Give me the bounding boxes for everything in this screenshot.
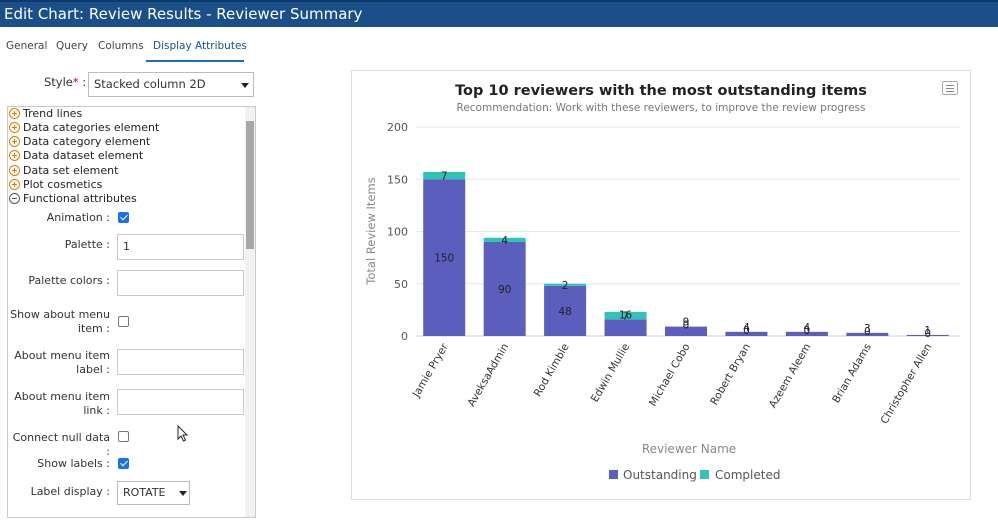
window-title: Edit Chart: Review Results - Reviewer Su… [0, 0, 998, 27]
hamburger-menu-icon[interactable] [942, 81, 958, 95]
label-display-select[interactable]: ROTATE [117, 481, 190, 505]
mouse-pointer-icon [177, 425, 189, 442]
tab-general[interactable]: General [6, 40, 48, 52]
panel-scrollbar[interactable] [245, 107, 255, 517]
animation-label: Animation : [46, 211, 110, 224]
tree-item-functional-attributes[interactable]: Functional attributes [9, 192, 137, 206]
label-display-value: ROTATE [123, 486, 166, 499]
style-select[interactable]: Stacked column 2D [88, 72, 254, 97]
chart-container [351, 70, 971, 500]
plus-circle-icon[interactable] [9, 122, 20, 133]
minus-circle-icon[interactable] [9, 193, 20, 204]
chevron-down-icon [179, 491, 187, 496]
chart-subtitle: Recommendation: Work with these reviewer… [456, 102, 866, 114]
plus-circle-icon[interactable] [9, 108, 20, 119]
show-about-menu-item-checkbox[interactable] [118, 316, 129, 327]
chart-title: Top 10 reviewers with the most outstandi… [455, 83, 867, 99]
tab-display-attributes[interactable]: Display Attributes [153, 40, 247, 52]
plus-circle-icon[interactable] [9, 165, 20, 176]
show-about-menu-item-label: Show about menu item : [10, 308, 110, 335]
style-label: Style* : [44, 75, 87, 89]
about-menu-item-link-label: About menu item link : [14, 390, 110, 417]
tab-bar: General Query Columns Display Attributes [0, 33, 998, 63]
about-menu-item-label-label: About menu item label : [14, 349, 110, 376]
tree-item-data-dataset-element[interactable]: Data dataset element [9, 149, 143, 163]
palette-colors-label: Palette colors : [28, 274, 110, 287]
tree-item-data-category-element[interactable]: Data category element [9, 135, 150, 149]
show-labels-checkbox[interactable] [118, 458, 129, 469]
show-labels-label: Show labels : [37, 457, 110, 470]
connect-null-data-checkbox[interactable] [118, 431, 129, 442]
tree-item-trend-lines[interactable]: Trend lines [9, 107, 82, 121]
about-menu-item-link-input[interactable] [117, 389, 244, 415]
about-menu-item-label-input[interactable] [117, 349, 244, 375]
palette-colors-input[interactable] [117, 270, 244, 296]
tab-columns[interactable]: Columns [98, 40, 144, 52]
animation-checkbox[interactable] [118, 212, 129, 223]
plus-circle-icon[interactable] [9, 150, 20, 161]
tab-query[interactable]: Query [56, 40, 88, 52]
chevron-down-icon [241, 83, 249, 88]
palette-label: Palette : [64, 238, 110, 251]
plus-circle-icon[interactable] [9, 136, 20, 147]
active-tab-indicator [146, 60, 244, 62]
label-display-label: Label display : [30, 485, 110, 498]
plus-circle-icon[interactable] [9, 179, 20, 190]
palette-input[interactable]: 1 [117, 234, 244, 260]
attributes-panel: Trend lines Data categories element Data… [7, 106, 256, 518]
style-select-value: Stacked column 2D [94, 77, 206, 91]
tree-item-plot-cosmetics[interactable]: Plot cosmetics [9, 178, 102, 192]
scrollbar-thumb[interactable] [246, 121, 254, 249]
connect-null-data-label: Connect null data : [12, 431, 110, 458]
tree-item-data-set-element[interactable]: Data set element [9, 164, 118, 178]
tree-item-data-categories-element[interactable]: Data categories element [9, 121, 159, 135]
